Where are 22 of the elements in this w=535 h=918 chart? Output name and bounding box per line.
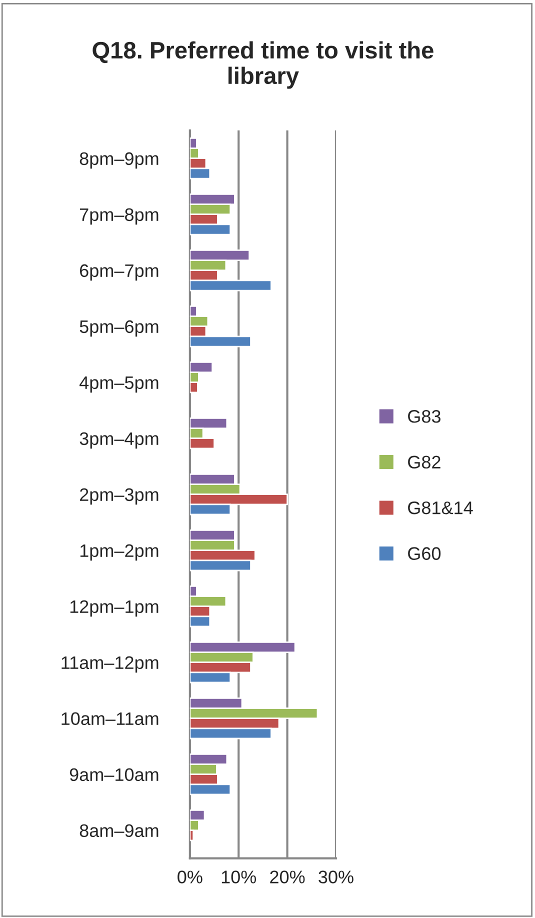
y-tick-label: 9am–10am xyxy=(70,768,158,782)
x-tick-label: 30% xyxy=(318,870,354,884)
y-tick-label: 7pm–8pm xyxy=(80,208,158,225)
legend-label: G83 xyxy=(408,410,440,423)
x-tick-label: 0% xyxy=(178,870,202,884)
y-tick-label: 2pm–3pm xyxy=(80,488,158,505)
y-tick-label: 1pm–2pm xyxy=(80,544,158,561)
legend-label: G81&14 xyxy=(408,501,473,514)
legend-label: G82 xyxy=(408,456,440,469)
y-tick-label: 8pm–9pm xyxy=(80,152,158,169)
y-tick-label: 8am–9am xyxy=(80,824,158,838)
y-tick-label: 10am–11am xyxy=(62,712,158,726)
legend-label: G60 xyxy=(408,547,441,560)
y-tick-label: 3pm–4pm xyxy=(80,432,158,449)
x-tick-label: 20% xyxy=(270,870,305,884)
y-tick-label: 11am–12pm xyxy=(62,656,158,673)
y-tick-label: 4pm–5pm xyxy=(80,376,158,393)
x-tick-label: 10% xyxy=(222,870,256,884)
chart-title: Q18. Preferred time to visit the library xyxy=(92,41,434,89)
y-tick-label: 12pm–1pm xyxy=(70,600,158,617)
y-tick-label: 5pm–6pm xyxy=(80,320,158,337)
y-tick-label: 6pm–7pm xyxy=(80,264,158,281)
